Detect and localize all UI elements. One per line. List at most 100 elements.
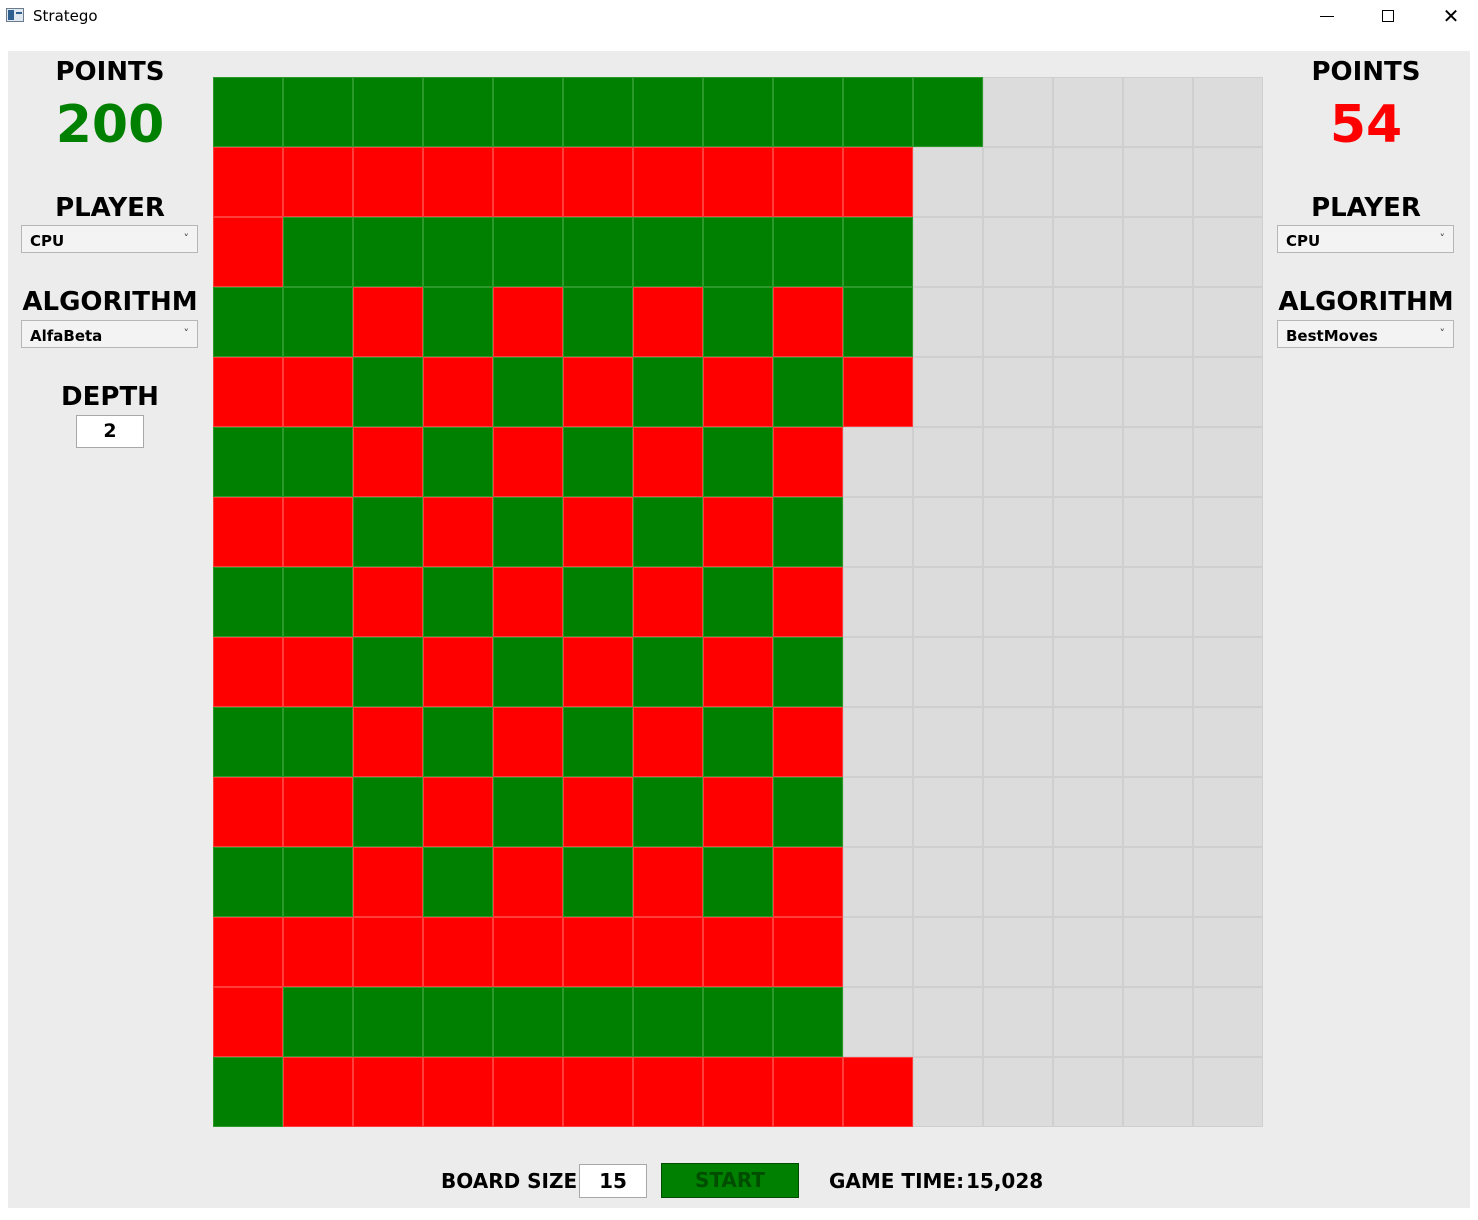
- board-cell-green[interactable]: [633, 637, 703, 707]
- board-cell-red[interactable]: [353, 1057, 423, 1127]
- board-cell-green[interactable]: [213, 427, 283, 497]
- board-cell-empty[interactable]: [1053, 1057, 1123, 1127]
- board-cell-green[interactable]: [423, 77, 493, 147]
- board-cell-green[interactable]: [213, 567, 283, 637]
- board-cell-empty[interactable]: [983, 567, 1053, 637]
- board-cell-empty[interactable]: [1123, 847, 1193, 917]
- board-cell-empty[interactable]: [843, 917, 913, 987]
- board-cell-empty[interactable]: [1193, 217, 1263, 287]
- board-cell-empty[interactable]: [913, 777, 983, 847]
- board-cell-green[interactable]: [633, 497, 703, 567]
- board-cell-red[interactable]: [213, 147, 283, 217]
- board-cell-green[interactable]: [353, 987, 423, 1057]
- board-cell-red[interactable]: [773, 847, 843, 917]
- board-cell-empty[interactable]: [843, 987, 913, 1057]
- board-cell-empty[interactable]: [1123, 217, 1193, 287]
- board-cell-green[interactable]: [423, 567, 493, 637]
- board-cell-empty[interactable]: [843, 707, 913, 777]
- board-cell-red[interactable]: [423, 917, 493, 987]
- board-cell-red[interactable]: [493, 147, 563, 217]
- board-cell-green[interactable]: [563, 567, 633, 637]
- board-cell-empty[interactable]: [1123, 917, 1193, 987]
- board-cell-green[interactable]: [353, 217, 423, 287]
- board-cell-red[interactable]: [353, 567, 423, 637]
- left-algorithm-select[interactable]: AlfaBeta ˅: [21, 320, 198, 348]
- board-cell-red[interactable]: [213, 637, 283, 707]
- board-cell-empty[interactable]: [1053, 847, 1123, 917]
- board-cell-green[interactable]: [283, 847, 353, 917]
- board-cell-empty[interactable]: [1053, 497, 1123, 567]
- board-cell-empty[interactable]: [1053, 777, 1123, 847]
- board-cell-red[interactable]: [493, 917, 563, 987]
- board-cell-red[interactable]: [703, 1057, 773, 1127]
- board-cell-green[interactable]: [493, 987, 563, 1057]
- board-cell-green[interactable]: [773, 497, 843, 567]
- board-cell-red[interactable]: [493, 427, 563, 497]
- board-cell-red[interactable]: [773, 1057, 843, 1127]
- board-cell-red[interactable]: [283, 1057, 353, 1127]
- board-cell-green[interactable]: [773, 217, 843, 287]
- board-cell-empty[interactable]: [1123, 357, 1193, 427]
- board-cell-empty[interactable]: [983, 1057, 1053, 1127]
- board-cell-empty[interactable]: [983, 287, 1053, 357]
- board-cell-empty[interactable]: [1193, 77, 1263, 147]
- board-cell-empty[interactable]: [1193, 917, 1263, 987]
- board-cell-green[interactable]: [703, 847, 773, 917]
- board-cell-empty[interactable]: [843, 847, 913, 917]
- board-cell-green[interactable]: [353, 637, 423, 707]
- board-cell-red[interactable]: [353, 287, 423, 357]
- board-cell-empty[interactable]: [913, 987, 983, 1057]
- board-cell-green[interactable]: [703, 77, 773, 147]
- board-cell-empty[interactable]: [1193, 1057, 1263, 1127]
- board-cell-green[interactable]: [283, 217, 353, 287]
- right-algorithm-select[interactable]: BestMoves ˅: [1277, 320, 1454, 348]
- board-cell-red[interactable]: [563, 357, 633, 427]
- board-cell-red[interactable]: [633, 1057, 703, 1127]
- board-cell-empty[interactable]: [1123, 497, 1193, 567]
- board-cell-green[interactable]: [353, 77, 423, 147]
- board-cell-empty[interactable]: [1193, 287, 1263, 357]
- board-cell-green[interactable]: [423, 707, 493, 777]
- board-cell-red[interactable]: [703, 497, 773, 567]
- board-cell-red[interactable]: [213, 357, 283, 427]
- board-cell-empty[interactable]: [1193, 427, 1263, 497]
- board-cell-empty[interactable]: [983, 427, 1053, 497]
- board-cell-red[interactable]: [213, 777, 283, 847]
- board-cell-empty[interactable]: [913, 637, 983, 707]
- board-cell-empty[interactable]: [983, 777, 1053, 847]
- board-cell-red[interactable]: [493, 287, 563, 357]
- board-cell-green[interactable]: [703, 287, 773, 357]
- board-cell-green[interactable]: [423, 987, 493, 1057]
- board-cell-empty[interactable]: [1193, 497, 1263, 567]
- board-cell-empty[interactable]: [913, 217, 983, 287]
- board-cell-red[interactable]: [843, 1057, 913, 1127]
- board-cell-green[interactable]: [843, 217, 913, 287]
- board-cell-red[interactable]: [213, 497, 283, 567]
- board-cell-empty[interactable]: [1123, 777, 1193, 847]
- board-cell-green[interactable]: [563, 217, 633, 287]
- board-cell-red[interactable]: [283, 917, 353, 987]
- board-cell-green[interactable]: [213, 287, 283, 357]
- board-cell-empty[interactable]: [1193, 777, 1263, 847]
- board-cell-green[interactable]: [493, 357, 563, 427]
- board-cell-red[interactable]: [353, 147, 423, 217]
- board-cell-green[interactable]: [843, 287, 913, 357]
- board-cell-empty[interactable]: [843, 567, 913, 637]
- board-cell-green[interactable]: [633, 217, 703, 287]
- board-cell-red[interactable]: [563, 917, 633, 987]
- board-cell-empty[interactable]: [983, 637, 1053, 707]
- board-cell-red[interactable]: [633, 147, 703, 217]
- board-cell-empty[interactable]: [1123, 147, 1193, 217]
- board-cell-empty[interactable]: [1053, 77, 1123, 147]
- board-cell-green[interactable]: [633, 987, 703, 1057]
- board-cell-red[interactable]: [773, 707, 843, 777]
- board-cell-green[interactable]: [703, 427, 773, 497]
- board-cell-empty[interactable]: [1193, 147, 1263, 217]
- board-cell-green[interactable]: [213, 847, 283, 917]
- board-cell-red[interactable]: [283, 777, 353, 847]
- board-cell-green[interactable]: [423, 847, 493, 917]
- board-cell-red[interactable]: [423, 637, 493, 707]
- minimize-button[interactable]: [1304, 0, 1350, 32]
- board-cell-green[interactable]: [213, 77, 283, 147]
- board-cell-red[interactable]: [423, 777, 493, 847]
